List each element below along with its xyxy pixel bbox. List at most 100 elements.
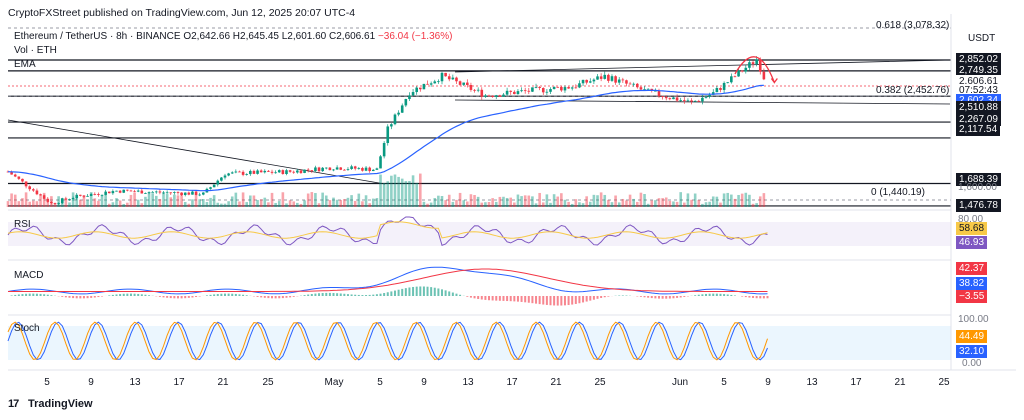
- macd-histogram-bar: [466, 296, 469, 297]
- volume-bar: [343, 199, 346, 207]
- ema-label[interactable]: EMA: [14, 59, 36, 70]
- macd-histogram-bar: [137, 293, 140, 296]
- macd-histogram-bar: [386, 292, 389, 296]
- macd-histogram-bar: [314, 293, 317, 296]
- candle-body: [129, 190, 133, 192]
- macd-histogram-bar: [509, 296, 512, 302]
- macd-label[interactable]: MACD: [14, 270, 44, 281]
- macd-signal-line: [8, 268, 768, 292]
- volume-bar: [24, 192, 28, 207]
- candle-body: [632, 83, 635, 85]
- volume-bar: [400, 178, 404, 207]
- candle-body: [252, 170, 256, 174]
- macd-histogram-bar: [111, 294, 114, 296]
- macd-histogram-bar: [589, 296, 592, 301]
- candle-body: [299, 170, 303, 173]
- macd-histogram-bar: [220, 293, 223, 296]
- macd-histogram-bar: [441, 289, 443, 296]
- volume-bar: [534, 203, 538, 207]
- candle-body: [415, 87, 418, 93]
- volume-bar: [740, 193, 744, 207]
- macd-histogram-bar: [10, 295, 13, 296]
- candle-body: [371, 169, 375, 172]
- macd-histogram-bar: [397, 289, 400, 296]
- macd-histogram-bar: [14, 294, 17, 296]
- macd-histogram-bar: [741, 296, 744, 297]
- stoch-label[interactable]: Stoch: [14, 323, 40, 334]
- candle-body: [234, 171, 238, 173]
- volume-bar: [317, 203, 321, 207]
- candle-body: [198, 194, 201, 196]
- stoch-bottom-tick: 0.00: [962, 358, 982, 369]
- macd-histogram-bar: [64, 296, 67, 298]
- candle-body: [552, 86, 556, 90]
- volume-bar: [476, 196, 480, 207]
- macd-histogram-bar: [535, 296, 538, 304]
- volume-bar: [379, 174, 382, 207]
- macd-histogram-bar: [292, 296, 295, 297]
- volume-bar: [169, 197, 173, 207]
- candle-body: [596, 76, 599, 80]
- macd-histogram-bar: [451, 292, 454, 296]
- volume-bar: [328, 200, 332, 207]
- macd-histogram-bar: [676, 296, 679, 298]
- volume-bar: [639, 192, 643, 207]
- oscillator-line: [7, 221, 768, 239]
- volume-bar: [173, 194, 176, 207]
- volume-bar: [570, 203, 574, 207]
- footer-brand[interactable]: 17 TradingView: [8, 398, 93, 410]
- macd-histogram-bar: [180, 296, 183, 299]
- candle-body: [256, 170, 259, 174]
- candle-body: [654, 90, 657, 92]
- candle-body: [259, 170, 263, 173]
- volume-bar: [227, 201, 230, 207]
- volume-bar: [256, 199, 259, 207]
- macd-histogram-bar: [480, 296, 483, 300]
- candle-body: [39, 194, 42, 196]
- volume-bar: [64, 198, 68, 207]
- volume-bar: [455, 199, 458, 207]
- macd-histogram-bar: [668, 296, 671, 299]
- candles: [6, 56, 766, 206]
- volume-bar: [523, 195, 527, 207]
- volume-bar: [310, 192, 314, 207]
- volume-bar: [636, 201, 639, 207]
- candle-body: [755, 59, 758, 65]
- candle-body: [10, 171, 13, 175]
- rsi-label[interactable]: RSI: [14, 219, 31, 230]
- volume-bar: [335, 199, 339, 207]
- volume-bar: [368, 203, 371, 207]
- candle-body: [599, 76, 603, 79]
- volume-bar: [89, 192, 93, 207]
- candle-body: [306, 169, 310, 171]
- macd-histogram-bar: [122, 293, 125, 296]
- macd-histogram-bar: [516, 296, 519, 302]
- candle-body: [411, 92, 415, 96]
- volume-bar: [39, 194, 42, 207]
- macd-histogram-bar: [469, 296, 472, 298]
- volume-bar: [733, 198, 737, 207]
- candle-body: [708, 94, 711, 97]
- macd-histogram-bar: [216, 294, 219, 296]
- volume-label[interactable]: Vol · ETH: [14, 45, 57, 56]
- candle-body: [281, 170, 285, 174]
- time-axis-label: 21: [217, 377, 229, 388]
- candle-body: [726, 82, 730, 84]
- volume-bar: [531, 196, 534, 207]
- candle-body: [303, 169, 306, 173]
- macd-histogram-bar: [285, 296, 288, 298]
- symbol-line[interactable]: Ethereum / TetherUS · 8h · BINANCE O2,64…: [14, 31, 452, 43]
- macd-histogram-bar: [101, 296, 104, 297]
- macd-histogram-bar: [560, 296, 563, 306]
- volume-bar: [498, 196, 502, 207]
- fib-0-label: 0 (1,440.19): [871, 187, 925, 198]
- volume-bar: [292, 201, 296, 207]
- macd-histogram-bar: [234, 293, 237, 296]
- macd-histogram-bar: [545, 296, 548, 305]
- macd-histogram-bar: [701, 294, 704, 296]
- candle-body: [115, 190, 118, 192]
- macd-histogram-bar: [209, 294, 212, 296]
- macd-histogram-bar: [455, 293, 458, 296]
- candle-body: [310, 170, 314, 172]
